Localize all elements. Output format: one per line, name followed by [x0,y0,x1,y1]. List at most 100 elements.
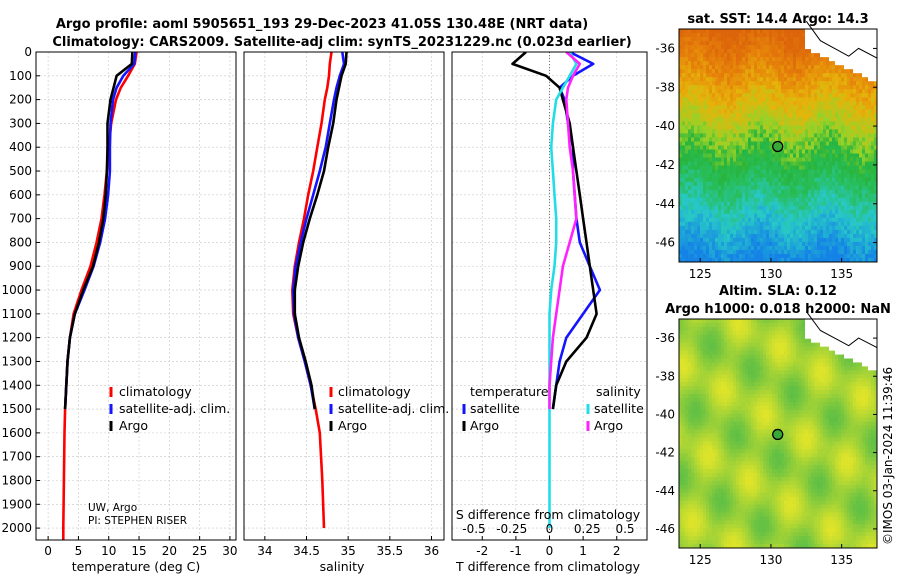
heatmap-cell [745,221,749,227]
heatmap-cell [688,350,692,355]
heatmap-cell [793,217,797,223]
heatmap-cell [808,233,812,239]
heatmap-cell [688,253,692,259]
heatmap-cell [733,81,737,86]
heatmap-cell [859,221,863,227]
heatmap-cell [835,57,839,62]
heatmap-cell [799,45,803,50]
heatmap-cell [766,145,770,150]
heatmap-cell [805,257,809,263]
heatmap-cell [829,189,833,195]
heatmap-cell [709,65,713,70]
heatmap-cell [706,319,710,324]
heatmap-cell [874,193,878,199]
heatmap-cell [808,69,812,74]
heatmap-cell [844,346,848,351]
heatmap-cell [874,113,878,118]
heatmap-cell [763,209,767,215]
heatmap-cell [859,69,863,74]
heatmap-cell [850,346,854,351]
heatmap-cell [796,89,800,94]
heatmap-cell [787,157,791,162]
heatmap-cell [781,161,785,166]
heatmap-cell [769,61,773,66]
heatmap-cell [742,370,746,375]
heatmap-cell [679,229,683,235]
heatmap-cell [856,193,860,199]
heatmap-cell [724,93,728,98]
depth-tick-label: 1500 [1,402,32,416]
heatmap-cell [778,37,782,42]
heatmap-cell [871,217,875,223]
heatmap-cell [679,334,683,340]
heatmap-cell [802,201,806,207]
heatmap-cell [835,85,839,90]
heatmap-cell [859,229,863,235]
heatmap-cell [757,141,761,146]
heatmap-cell [868,37,872,42]
heatmap-cell [814,69,818,74]
heatmap-cell [682,157,686,162]
heatmap-cell [679,173,683,179]
heatmap-cell [793,245,797,251]
heatmap-cell [724,37,728,42]
heatmap-cell [832,189,836,195]
heatmap-cell [721,121,725,126]
heatmap-cell [790,153,794,158]
heatmap-cell [838,113,842,118]
heatmap-cell [844,366,848,371]
heatmap-cell [832,93,836,98]
heatmap-cell [829,241,833,247]
heatmap-cell [724,229,728,235]
heatmap-cell [682,49,686,54]
heatmap-cell [766,330,770,336]
heatmap-cell [694,322,698,328]
heatmap-cell [718,121,722,126]
heatmap-cell [829,145,833,150]
heatmap-cell [811,101,815,106]
heatmap-cell [847,350,851,355]
heatmap-cell [805,129,809,134]
heatmap-cell [727,185,731,191]
heatmap-cell [808,133,812,138]
heatmap-cell [697,81,701,86]
heatmap-cell [739,81,743,86]
heatmap-cell [844,157,848,162]
heatmap-cell [778,366,782,371]
heatmap-cell [694,137,698,142]
heatmap-cell [817,193,821,199]
heatmap-cell [868,113,872,118]
heatmap-cell [721,209,725,215]
heatmap-cell [700,141,704,146]
heatmap-cell [754,161,758,166]
heatmap-cell [802,205,806,211]
heatmap-cell [700,173,704,179]
heatmap-cell [775,41,779,46]
heatmap-cell [871,81,875,86]
heatmap-cell [745,145,749,150]
heatmap-cell [682,225,686,231]
heatmap-cell [817,197,821,203]
heatmap-cell [727,33,731,38]
heatmap-cell [733,330,737,336]
heatmap-cell [748,173,752,179]
heatmap-cell [766,121,770,126]
legend-salinity-title: salinity [596,384,641,399]
heatmap-cell [865,113,869,118]
heatmap-cell [856,326,860,332]
heatmap-cell [835,233,839,239]
heatmap-cell [724,330,728,336]
heatmap-cell [727,338,731,344]
heatmap-cell [748,229,752,235]
heatmap-cell [691,133,695,138]
heatmap-cell [715,237,719,243]
heatmap-cell [832,334,836,340]
heatmap-cell [793,322,797,328]
heatmap-cell [772,169,776,175]
heatmap-cell [832,77,836,82]
heatmap-cell [766,233,770,239]
heatmap-cell [724,165,728,171]
heatmap-cell [691,330,695,336]
heatmap-cell [712,125,716,130]
heatmap-cell [838,89,842,94]
